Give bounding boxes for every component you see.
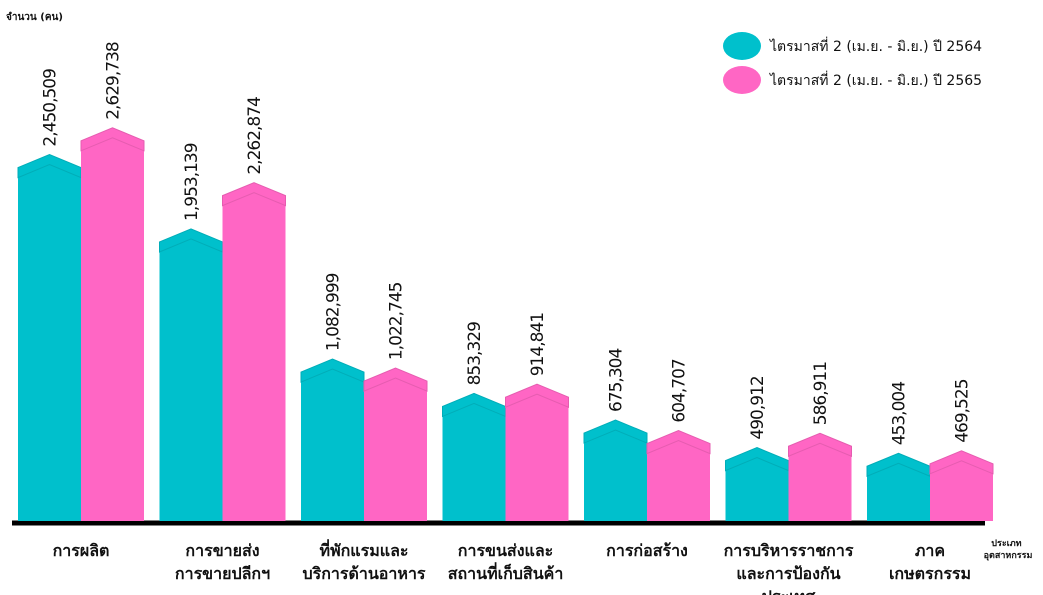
bar [301, 359, 364, 521]
x-tick-label-line: บริการด้านอาหาร [302, 564, 425, 583]
value-label: 914,841 [528, 313, 548, 376]
x-tick-label-line: การขายปลีกฯ [175, 564, 270, 583]
legend-label: ไตรมาสที่ 2 (เม.ย. - มิ.ย.) ปี 2565 [769, 71, 982, 89]
x-tick-label: การผลิต [53, 541, 110, 560]
x-axis-label: ประเภท อุตสาหกรรม [984, 538, 1033, 561]
bar [505, 384, 569, 521]
y-axis-label: จำนวน (คน) [6, 11, 63, 23]
x-tick-label: ภาคเกษตรกรรม [889, 541, 971, 583]
bar-roof [80, 127, 145, 152]
value-label: 453,004 [890, 382, 910, 445]
bar [442, 393, 506, 521]
x-tick-label: ที่พักแรมและบริการด้านอาหาร [302, 539, 425, 583]
x-tick-label-line: สถานที่เก็บสินค้า [448, 562, 564, 583]
bar [364, 368, 427, 521]
bar-roof [788, 432, 852, 457]
value-label: 2,450,509 [41, 69, 61, 147]
x-tick-label-line: การก่อสร้าง [606, 541, 688, 560]
x-axis-label-line: ประเภท [991, 538, 1021, 549]
x-tick-label: การขนส่งและสถานที่เก็บสินค้า [448, 541, 564, 583]
x-tick-label-line: ประเทศ [762, 587, 816, 595]
x-tick-label: การบริหารราชการและการป้องกันประเทศ [724, 541, 854, 595]
bar-roof [505, 383, 569, 408]
bar-roof [929, 450, 994, 475]
value-label: 586,911 [811, 362, 831, 425]
legend-label: ไตรมาสที่ 2 (เม.ย. - มิ.ย.) ปี 2564 [769, 37, 982, 55]
value-label: 1,953,139 [182, 143, 202, 221]
x-tick-label-line: ที่พักแรมและ [320, 539, 409, 560]
value-label: 675,304 [607, 349, 627, 412]
x-tick-label-line: การบริหารราชการ [724, 541, 854, 560]
x-tick-label: การขายส่งการขายปลีกฯ [175, 541, 270, 583]
value-label: 853,329 [465, 322, 485, 385]
bar [725, 447, 789, 521]
bar [159, 228, 223, 521]
bar [647, 430, 710, 521]
x-tick-label: การก่อสร้าง [606, 541, 688, 560]
x-axis-label-line: อุตสาหกรรม [984, 551, 1033, 561]
x-tick-label-line: ภาค [915, 541, 945, 560]
value-label: 2,629,738 [104, 42, 124, 120]
bar-roof [646, 430, 711, 455]
bar [788, 433, 852, 521]
legend-swatch [723, 32, 761, 60]
x-tick-label-line: เกษตรกรรม [889, 564, 971, 583]
bar-roof [222, 182, 286, 207]
x-tick-label-line: และการป้องกัน [736, 564, 840, 583]
value-label: 490,912 [748, 376, 768, 439]
value-label: 604,707 [670, 359, 690, 422]
bar [584, 420, 647, 521]
bar [81, 127, 144, 521]
x-tick-label-line: การขนส่งและ [458, 541, 553, 560]
bar-roof [583, 419, 648, 444]
bar [930, 450, 993, 521]
legend-swatch [723, 66, 761, 94]
bar-roof [363, 367, 428, 392]
bar [18, 154, 81, 521]
x-tick-label-line: การผลิต [53, 541, 110, 560]
value-label: 1,082,999 [324, 273, 344, 351]
value-label: 469,525 [953, 379, 973, 442]
bar [222, 182, 286, 521]
x-tick-label-line: การขายส่ง [185, 541, 259, 560]
value-label: 1,022,745 [387, 282, 407, 360]
value-label: 2,262,874 [245, 97, 265, 175]
